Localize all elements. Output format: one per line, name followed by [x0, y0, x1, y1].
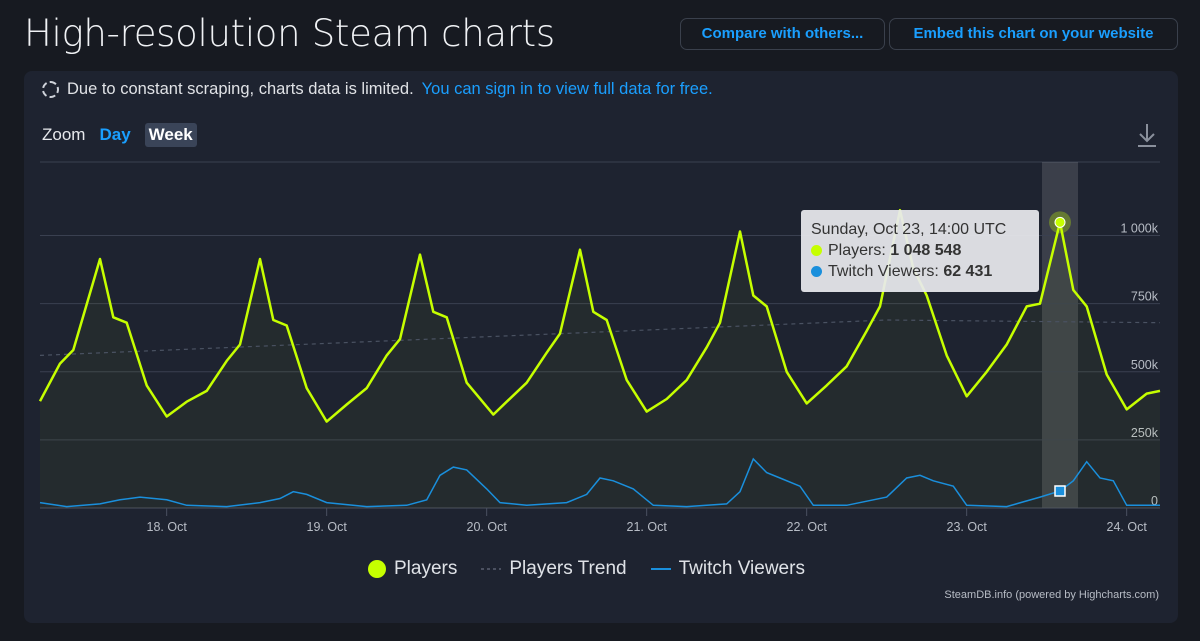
players-area — [40, 210, 1160, 508]
trend-legend-icon — [481, 568, 502, 570]
page-title: High-resolution Steam charts — [24, 12, 555, 55]
y-tick-label: 500k — [1131, 358, 1159, 372]
chart-legend: Players Players Trend Twitch Viewers — [368, 558, 805, 580]
legend-players-trend[interactable]: Players Trend — [481, 558, 627, 580]
y-tick-label: 250k — [1131, 426, 1159, 440]
embed-chart-button[interactable]: Embed this chart on your website — [889, 18, 1178, 50]
twitch-viewers-line — [39, 457, 1160, 508]
y-tick-label: 0 — [1151, 494, 1158, 508]
chart-credits: SteamDB.info (powered by Highcharts.com) — [944, 589, 1159, 601]
x-tick-label: 21. Oct — [627, 520, 668, 534]
legend-twitch-viewers[interactable]: Twitch Viewers — [650, 558, 805, 580]
x-tick-label: 19. Oct — [307, 520, 348, 534]
legend-players-label: Players — [394, 558, 458, 579]
zoom-week-button[interactable]: Week — [144, 123, 197, 147]
legend-trend-label: Players Trend — [509, 558, 627, 579]
sign-in-link[interactable]: You can sign in to view full data for fr… — [421, 80, 713, 98]
x-tick-label: 24. Oct — [1107, 520, 1148, 534]
notice-text: Due to constant scraping, charts data is… — [67, 80, 414, 98]
tooltip-twitch-value: 62 431 — [943, 263, 993, 280]
chart-panel — [24, 71, 1178, 623]
tooltip-players-label: Players: — [828, 242, 886, 259]
x-tick-label: 18. Oct — [147, 520, 188, 534]
zoom-day-button[interactable]: Day — [99, 125, 131, 144]
players-dot-icon — [811, 245, 822, 256]
x-tick-label: 20. Oct — [467, 520, 508, 534]
loading-spinner-icon — [42, 81, 59, 98]
y-tick-label: 1 000k — [1120, 222, 1158, 236]
players-hover-point — [1054, 216, 1066, 228]
y-tick-label: 750k — [1131, 290, 1159, 304]
twitch-legend-icon — [650, 568, 671, 570]
players-line — [38, 208, 1161, 423]
tooltip-players-value: 1 048 548 — [890, 242, 962, 259]
zoom-label: Zoom — [42, 125, 86, 144]
download-icon[interactable] — [1136, 122, 1158, 148]
players-trend-line — [39, 319, 1161, 356]
x-tick-label: 23. Oct — [947, 520, 988, 534]
twitch-dot-icon — [811, 266, 822, 277]
tooltip-title: Sunday, Oct 23, 14:00 UTC — [811, 221, 1007, 238]
chart-tooltip: Sunday, Oct 23, 14:00 UTC Players: 1 048… — [801, 210, 1039, 292]
tooltip-twitch-label: Twitch Viewers: — [828, 263, 939, 280]
legend-twitch-label: Twitch Viewers — [678, 558, 805, 579]
zoom-controls: Zoom Day Week — [42, 123, 197, 147]
twitch-hover-point — [1054, 485, 1066, 497]
players-legend-icon — [368, 560, 386, 578]
legend-players[interactable]: Players — [368, 558, 457, 580]
compare-button[interactable]: Compare with others... — [680, 18, 885, 50]
notice-bar: Due to constant scraping, charts data is… — [42, 80, 713, 99]
x-tick-label: 22. Oct — [787, 520, 828, 534]
